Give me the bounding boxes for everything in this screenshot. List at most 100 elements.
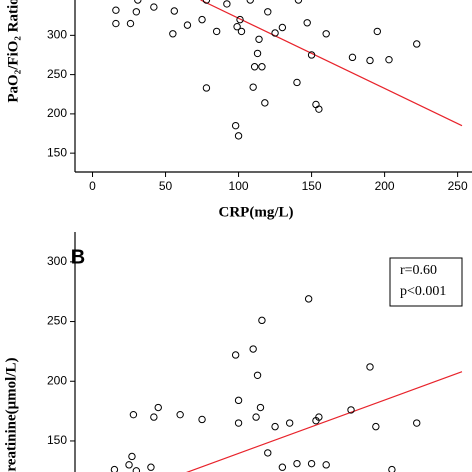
point [249, 345, 257, 353]
point [315, 413, 323, 421]
point [285, 419, 294, 427]
point [271, 29, 279, 37]
point [307, 51, 316, 59]
panel: 150 200 250 300 Creatinine(μmol/L) Br=0.60 p<0… [3, 232, 463, 472]
point [154, 403, 162, 412]
x-tick-label: 250 [448, 179, 468, 193]
point [134, 0, 142, 4]
point [170, 7, 179, 15]
point [253, 371, 262, 379]
point [258, 63, 266, 71]
point [233, 23, 241, 31]
point [253, 49, 262, 58]
point [307, 459, 316, 468]
fit-line [186, 371, 463, 472]
y-axis-title: PaO₂/FiO₂ Ratio [5, 0, 21, 103]
x-tick-label: 150 [302, 179, 322, 193]
point [212, 27, 221, 36]
point [293, 78, 301, 87]
point [312, 100, 320, 109]
annotation: p<0.001 [400, 284, 446, 299]
point [112, 6, 120, 14]
point [264, 8, 272, 16]
y-tick-label: 200 [47, 106, 67, 120]
point [169, 30, 177, 38]
point [132, 8, 141, 16]
point [264, 449, 272, 457]
y-axis-title: Creatinine(μmol/L) [3, 358, 19, 472]
point [236, 15, 244, 24]
point [198, 415, 206, 424]
point [176, 410, 184, 419]
point [366, 56, 374, 65]
point [385, 55, 393, 64]
point [147, 463, 155, 471]
point [293, 459, 301, 468]
point [223, 0, 231, 8]
point [322, 30, 330, 38]
point [237, 27, 246, 36]
point [250, 63, 259, 71]
point [366, 363, 374, 371]
annotation: r=0.60 [400, 263, 437, 278]
point [234, 396, 243, 405]
point [112, 19, 120, 28]
point [231, 351, 240, 359]
x-tick-label: 200 [375, 179, 395, 193]
point [110, 465, 119, 472]
y-tick-label: 300 [47, 254, 67, 268]
y-tick-label: 150 [47, 433, 67, 447]
point [304, 295, 313, 303]
point [234, 132, 243, 140]
point [202, 84, 211, 92]
x-tick-label: 100 [229, 179, 249, 193]
point [234, 419, 243, 427]
x-tick-label: 50 [159, 179, 173, 193]
point [231, 121, 240, 130]
point [413, 40, 421, 48]
point [303, 19, 311, 27]
point [198, 15, 206, 24]
point [271, 422, 279, 431]
point [249, 83, 257, 91]
y-tick-label: 250 [47, 67, 67, 81]
point [348, 53, 357, 62]
panel: 150 200 250 300 0 50 100 150 200 250 CRP(mg/L) PaO₂… [5, 0, 472, 220]
point [294, 0, 303, 4]
point [413, 419, 421, 427]
point [132, 467, 141, 472]
point [278, 23, 287, 32]
fit-line [200, 0, 463, 127]
point [373, 27, 381, 36]
point [315, 105, 323, 113]
point [258, 316, 266, 325]
panel-label: B [71, 246, 85, 268]
point [246, 0, 254, 4]
point [278, 463, 287, 471]
point [128, 452, 136, 461]
point [347, 406, 355, 414]
point [150, 3, 158, 11]
point [372, 422, 380, 431]
y-tick-label: 150 [47, 145, 67, 159]
point [126, 19, 135, 28]
point [150, 413, 158, 421]
point [255, 35, 263, 43]
y-tick-label: 250 [47, 314, 67, 328]
point [125, 461, 133, 469]
annotation-box [389, 257, 463, 307]
point [388, 465, 396, 472]
y-tick-label: 200 [47, 373, 67, 387]
x-axis-title: CRP(mg/L) [219, 204, 294, 220]
point [183, 21, 192, 29]
x-tick-label: 0 [89, 179, 96, 193]
point [252, 413, 260, 421]
point [202, 0, 211, 4]
point [129, 410, 138, 419]
point [322, 461, 330, 469]
y-tick-label: 300 [47, 28, 67, 42]
point [261, 99, 269, 107]
point [256, 403, 265, 412]
